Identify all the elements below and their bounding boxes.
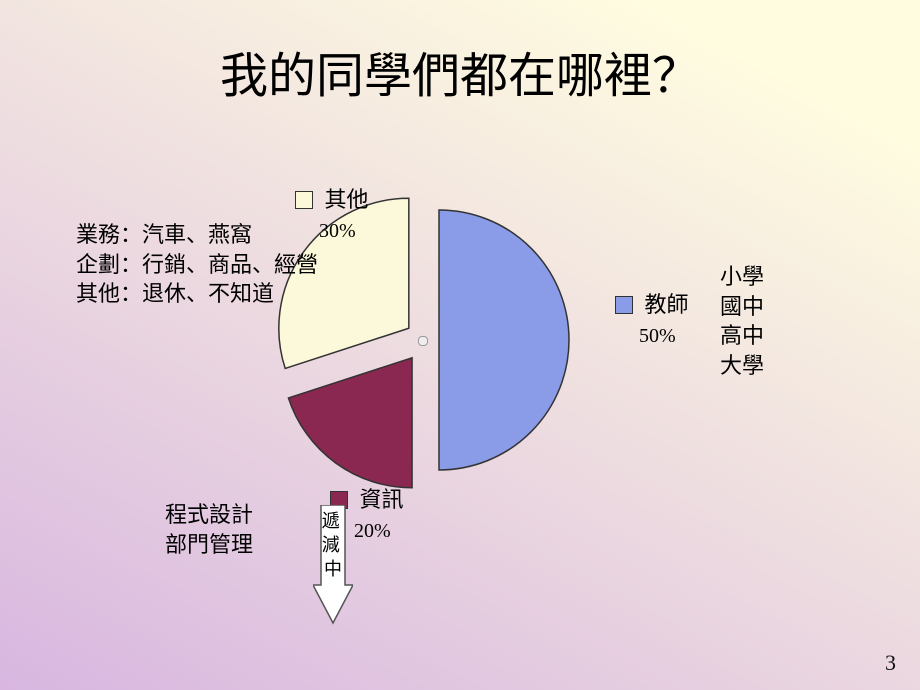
- center-marker: [418, 336, 428, 346]
- legend-info-label: 資訊: [360, 487, 404, 512]
- teacher-detail: 小學 國中 高中 大學: [720, 262, 764, 381]
- swatch-teacher: [615, 296, 633, 314]
- legend-teacher: 教師 50%: [615, 290, 689, 350]
- legend-teacher-pct: 50%: [639, 325, 676, 347]
- swatch-other: [295, 191, 313, 209]
- pie-slice-teacher: [439, 210, 569, 470]
- svg-text:遞 減 中: 遞 減 中: [322, 511, 345, 579]
- legend-other-pct: 30%: [319, 220, 356, 242]
- other-detail: 業務：汽車、燕窩 企劃：行銷、商品、經營 其他：退休、不知道: [76, 220, 318, 309]
- pie-slice-info: [288, 358, 412, 488]
- legend-teacher-label: 教師: [645, 292, 689, 317]
- slide: 我的同學們都在哪裡？ 教師 50% 小學 國中 高中 大學 其他 30% 業務：…: [0, 0, 920, 690]
- legend-other-label: 其他: [325, 187, 369, 212]
- down-arrow: 遞 減 中: [313, 505, 353, 625]
- page-title: 我的同學們都在哪裡？: [0, 36, 920, 106]
- legend-info-pct: 20%: [354, 520, 391, 542]
- info-detail: 程式設計 部門管理: [165, 500, 253, 559]
- page-number: 3: [885, 650, 896, 676]
